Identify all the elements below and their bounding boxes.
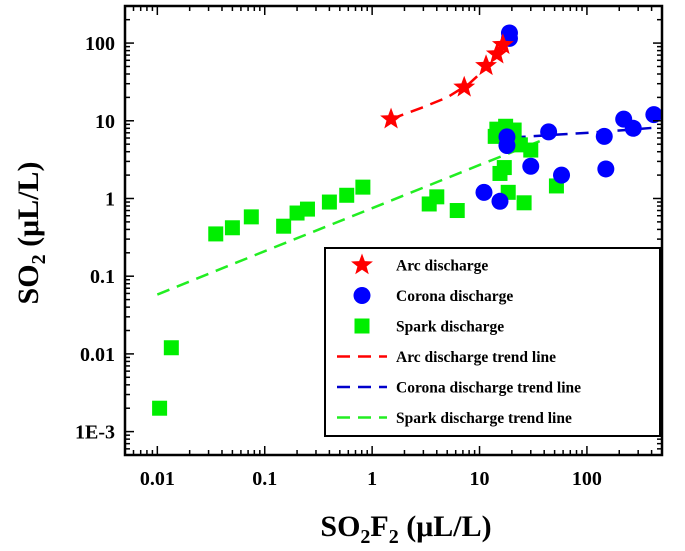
spark-discharge-point — [208, 226, 224, 242]
arc-discharge-trend-line — [390, 44, 507, 121]
legend-entry-spark-discharge-trend-line: Spark discharge trend line — [337, 410, 572, 427]
spark-discharge-point — [299, 201, 315, 217]
legend-entry-corona-discharge: Corona discharge — [353, 287, 513, 305]
arc-discharge-point — [380, 107, 402, 129]
spark-discharge-point — [321, 194, 337, 210]
spark-discharge-point — [429, 189, 445, 205]
spark-discharge-point — [496, 160, 512, 176]
corona-discharge-point — [553, 166, 571, 184]
legend-label: Arc discharge — [396, 258, 488, 275]
x-tick-label: 1 — [367, 468, 377, 490]
spark-discharge-trend-line — [156, 139, 543, 296]
arc-discharge-point — [475, 54, 497, 76]
x-tick-label: 0.01 — [140, 468, 175, 490]
data-markers — [152, 24, 663, 416]
legend-label: Arc discharge trend line — [396, 349, 556, 366]
legend-square-icon — [354, 318, 370, 334]
corona-discharge-point — [498, 137, 516, 155]
arc-discharge-point — [453, 75, 476, 97]
legend-star-icon — [351, 253, 373, 275]
corona-discharge-point — [491, 192, 509, 210]
legend-entry-arc-discharge: Arc discharge — [351, 253, 488, 275]
spark-discharge-point — [523, 142, 539, 158]
legend-box — [324, 247, 661, 437]
legend-label: Corona discharge trend line — [396, 380, 581, 397]
x-axis-title: SO2F2 (μL/L) — [320, 510, 491, 548]
corona-discharge-series — [475, 24, 663, 210]
x-tick-label: 10 — [470, 468, 490, 490]
corona-discharge-point — [645, 106, 663, 124]
spark-discharge-point — [152, 400, 168, 416]
arc-discharge-point — [491, 33, 514, 55]
legend-entry-arc-discharge-trend-line: Arc discharge trend line — [337, 349, 556, 366]
spark-discharge-point — [516, 195, 532, 211]
corona-discharge-point — [540, 123, 558, 141]
y-tick-label: 1E-3 — [75, 422, 115, 444]
corona-discharge-point — [475, 183, 493, 201]
spark-discharge-point — [243, 209, 259, 225]
spark-discharge-point — [355, 179, 371, 195]
spark-discharge-point — [339, 187, 355, 203]
y-axis-title: SO2 (μL/L) — [12, 162, 50, 305]
legend-circle-icon — [353, 287, 371, 304]
y-tick-label: 0.1 — [90, 266, 115, 288]
y-tick-label: 1 — [105, 188, 115, 210]
arc-discharge-series — [380, 33, 514, 129]
plot-frame — [123, 4, 664, 457]
x-tick-label: 100 — [572, 468, 602, 490]
legend-entry-spark-discharge: Spark discharge — [354, 318, 504, 336]
spark-discharge-point — [449, 203, 465, 219]
y-tick-label: 0.01 — [80, 344, 115, 366]
corona-discharge-point — [522, 157, 540, 175]
spark-discharge-point — [163, 340, 179, 356]
x-axis: 0.01 0.1 1 10 100 — [124, 6, 663, 490]
legend-label: Spark discharge — [396, 319, 504, 336]
spark-discharge-point — [276, 218, 292, 234]
y-tick-label: 100 — [85, 33, 115, 55]
legend-label: Spark discharge trend line — [396, 410, 572, 427]
legend-label: Corona discharge — [396, 288, 513, 305]
x-tick-label: 0.1 — [252, 468, 277, 490]
corona-discharge-point — [595, 127, 613, 145]
spark-discharge-point — [224, 220, 240, 236]
legend: Arc discharge Corona discharge Spark disch… — [324, 247, 661, 437]
y-tick-label: 10 — [95, 111, 115, 133]
corona-discharge-point — [624, 119, 642, 137]
axes: 0.01 0.1 1 10 100 1E-3 0.01 0.1 1 10 100 — [75, 4, 664, 490]
corona-discharge-point — [597, 160, 615, 178]
legend-entry-corona-discharge-trend-line: Corona discharge trend line — [337, 380, 581, 397]
spark-discharge-series — [152, 118, 564, 416]
